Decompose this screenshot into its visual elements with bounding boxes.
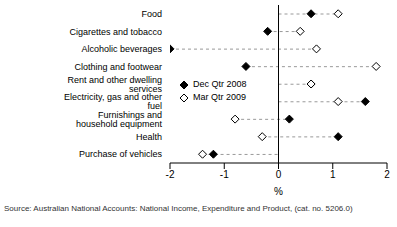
svg-text:Alcoholic beverages: Alcoholic beverages [81, 44, 162, 54]
html-text:Source: Australian National Ac: Source: Australian National Accounts: Na… [4, 204, 353, 213]
svg-text:Health: Health [136, 132, 162, 142]
svg-text:Electricity, gas and otherfuel: Electricity, gas and otherfuel [64, 92, 162, 111]
html-text:Mar Qtr 2009: Mar Qtr 2009 [193, 92, 246, 102]
svg-text:1: 1 [330, 169, 336, 180]
svg-text:2: 2 [384, 169, 389, 180]
svg-text:Purchase of vehicles: Purchase of vehicles [79, 149, 163, 159]
svg-text:-1: -1 [220, 169, 229, 180]
svg-text:Furnishings andhousehold equip: Furnishings andhousehold equipment [76, 110, 163, 129]
svg-text:Clothing and footwear: Clothing and footwear [74, 62, 162, 72]
svg-text:0: 0 [276, 169, 282, 180]
html-text:Dec Qtr 2008: Dec Qtr 2008 [193, 79, 247, 89]
svg-text:%: % [274, 186, 283, 195]
svg-text:-2: -2 [166, 169, 175, 180]
svg-text:Cigarettes and tobacco: Cigarettes and tobacco [69, 27, 162, 37]
svg-text:Food: Food [141, 9, 162, 19]
svg-text:Rent and other dwellingservice: Rent and other dwellingservices [67, 75, 162, 94]
